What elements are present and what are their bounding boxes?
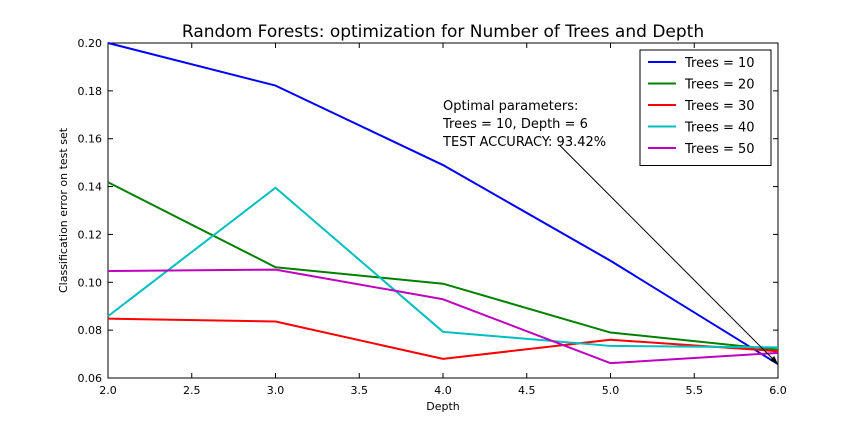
x-tick-label: 6.0	[769, 384, 787, 397]
annotation-line: TEST ACCURACY: 93.42%	[442, 135, 606, 150]
legend-label: Trees = 20	[684, 78, 755, 93]
legend-label: Trees = 50	[684, 142, 755, 157]
annotation-line: Optimal parameters:	[443, 99, 578, 114]
series-line-4	[107, 186, 779, 349]
x-tick-label: 5.5	[686, 384, 704, 397]
annotation-line: Trees = 10, Depth = 6	[442, 117, 588, 132]
axis-ticks: 2.0 2.5 3.0 3.5 4.0 4.5 5.0 5.5 6.0 0.06 0.08 0.10 0…	[78, 37, 787, 397]
y-tick-label: 0.20	[78, 37, 103, 50]
annotation-arrow	[559, 145, 779, 365]
series-lines	[107, 42, 779, 365]
chart-title: Random Forests: optimization for Number …	[182, 22, 704, 42]
y-axis-label: Classification error on test set	[57, 127, 70, 293]
legend: Trees = 10 Trees = 20 Trees = 30 Trees = 40…	[639, 49, 772, 166]
y-tick-label: 0.16	[78, 133, 103, 146]
series-line-5	[107, 268, 779, 365]
x-tick-label: 4.5	[518, 384, 536, 397]
y-tick-label: 0.14	[78, 181, 103, 194]
y-tick-label: 0.06	[78, 372, 103, 385]
legend-label: Trees = 40	[684, 121, 755, 136]
x-tick-label: 3.0	[267, 384, 285, 397]
series-line-1	[107, 42, 779, 365]
x-axis-label: Depth	[426, 400, 460, 413]
series-line-2	[107, 181, 779, 351]
x-tick-label: 2.0	[99, 384, 117, 397]
legend-box	[639, 49, 772, 166]
series-line-3	[107, 317, 779, 360]
legend-label: Trees = 10	[684, 56, 755, 71]
y-tick-label: 0.18	[78, 85, 103, 98]
y-tick-label: 0.10	[78, 276, 103, 289]
x-tick-label: 2.5	[183, 384, 201, 397]
y-tick-label: 0.08	[78, 324, 103, 337]
legend-label: Trees = 30	[684, 99, 755, 114]
annotation-arrowhead	[769, 355, 778, 365]
x-tick-label: 5.0	[602, 384, 620, 397]
annotation: Optimal parameters: Trees = 10, Depth = 6…	[442, 99, 779, 365]
x-tick-label: 3.5	[351, 384, 369, 397]
y-tick-label: 0.12	[78, 228, 103, 241]
x-tick-label: 4.0	[434, 384, 452, 397]
